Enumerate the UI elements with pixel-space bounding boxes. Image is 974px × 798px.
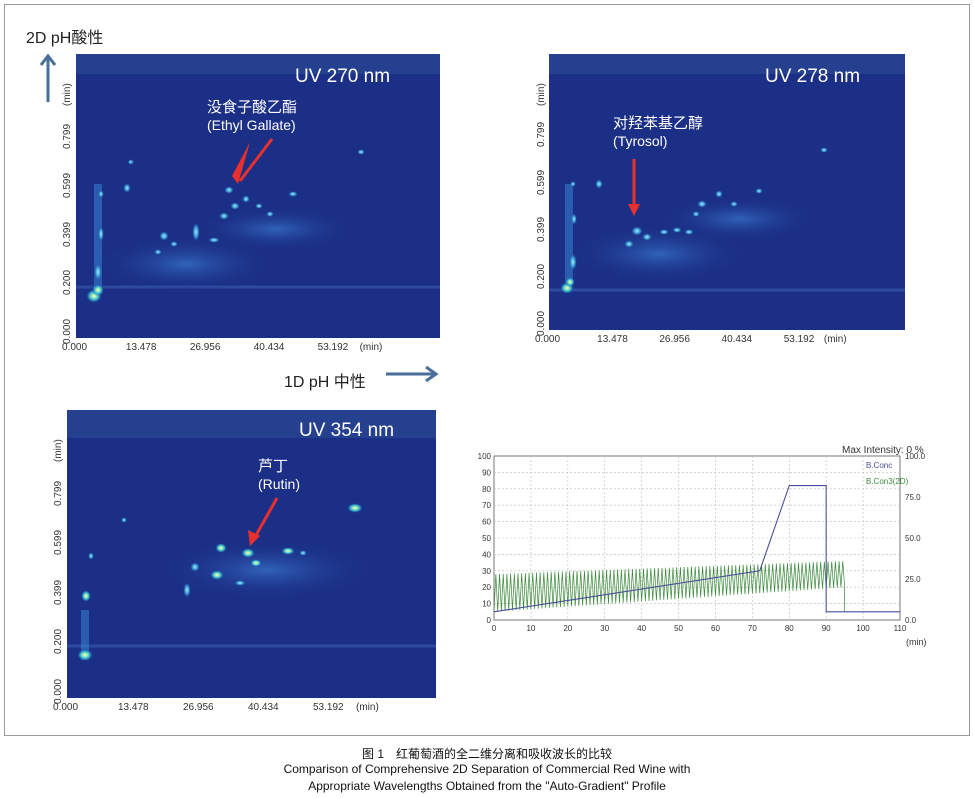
y-tick-label-354: 0.000 bbox=[53, 678, 64, 704]
y-tick-label-278: 0.000 bbox=[536, 310, 547, 336]
x-tick-label: 50 bbox=[674, 624, 683, 633]
y-tick-label-354: 0.399 bbox=[53, 580, 64, 606]
x-tick-label-278: 53.192 bbox=[783, 334, 815, 345]
y-left-tick-label: 80 bbox=[482, 485, 491, 494]
x-tick-label-270: 53.192 bbox=[317, 342, 349, 353]
x-axis-arrow bbox=[386, 365, 439, 383]
y-tick-label-354: 0.200 bbox=[53, 629, 64, 655]
y-left-tick-label: 50 bbox=[482, 534, 491, 543]
compound-en-278: (Tyrosol) bbox=[613, 133, 668, 149]
x-axis-title: 1D pH 中性 bbox=[284, 374, 366, 391]
x-tick-label-278: 0.000 bbox=[535, 334, 561, 345]
x-tick-label-270: 0.000 bbox=[62, 342, 88, 353]
y-left-tick-label: 90 bbox=[482, 468, 491, 477]
y-right-tick-label: 0.0 bbox=[905, 616, 917, 625]
x-tick-label-354: 0.000 bbox=[53, 702, 79, 713]
compound-cn-278: 对羟苯基乙醇 bbox=[613, 115, 704, 132]
compound-cn-270: 没食子酸乙酯 bbox=[207, 99, 298, 116]
y-tick-label-278: 0.399 bbox=[536, 216, 547, 242]
y-right-tick-label: 25.0 bbox=[905, 575, 921, 584]
x-tick-label: 40 bbox=[637, 624, 646, 633]
gradient-svg: 0 10 20 30 40 50 60 70 80 90 100 110 0 10 20 30 40 50 60 70… bbox=[478, 452, 926, 633]
y-tick-label-278: 0.599 bbox=[536, 169, 547, 195]
heatmap-278-spots bbox=[549, 54, 905, 294]
x-tick-label-354: (min) bbox=[356, 702, 379, 713]
x-tick-label-270: 13.478 bbox=[125, 342, 157, 353]
compound-label-278: 对羟苯基乙醇 (Tyrosol) bbox=[613, 112, 703, 149]
caption-en-line2: Appropriate Wavelengths Obtained from th… bbox=[308, 779, 666, 793]
heatmap-354-spots bbox=[67, 410, 436, 661]
y-tick-label-354: (min) bbox=[53, 439, 64, 462]
x-tick-label: 0 bbox=[492, 624, 497, 633]
y-tick-label-270: 0.000 bbox=[62, 318, 73, 344]
figure-frame bbox=[4, 4, 970, 736]
x-tick-label: 100 bbox=[856, 624, 870, 633]
heatmap-panel-270: UV 270 nm 没食子酸乙酯 (Ethyl Gallate) bbox=[76, 54, 440, 338]
x-tick-label: 10 bbox=[526, 624, 535, 633]
series-b-con3-2d bbox=[493, 561, 845, 612]
uv-label-270: UV 270 nm bbox=[295, 66, 391, 87]
y-tick-label-270: 0.399 bbox=[62, 221, 73, 247]
y-right-tick-label: 50.0 bbox=[905, 534, 921, 543]
gradient-profile-chart: 0 10 20 30 40 50 60 70 80 90 100 110 0 10 20 30 40 50 60 70… bbox=[476, 442, 930, 650]
heatmap-270-spots bbox=[76, 54, 440, 303]
y-left-tick-label: 10 bbox=[482, 600, 491, 609]
compound-en-270: (Ethyl Gallate) bbox=[207, 117, 296, 133]
y-left-tick-label: 30 bbox=[482, 567, 491, 576]
x-tick-label: 90 bbox=[822, 624, 831, 633]
max-intensity-label: Max Intensity: 0 % bbox=[842, 445, 924, 456]
y-axis-title: 2D pH酸性 bbox=[26, 30, 104, 47]
y-left-tick-label: 20 bbox=[482, 583, 491, 592]
y-tick-label-270: 0.599 bbox=[62, 172, 73, 198]
caption-cn: 图 1 红葡萄酒的全二维分离和吸收波长的比较 bbox=[361, 747, 612, 761]
y-tick-label-278: 0.799 bbox=[536, 122, 547, 148]
compound-cn-354: 芦丁 bbox=[258, 458, 289, 475]
y-tick-label-278: 0.200 bbox=[536, 263, 547, 289]
x-tick-label-270: 26.956 bbox=[189, 342, 221, 353]
y-axis-arrow bbox=[39, 53, 57, 102]
x-tick-label: 60 bbox=[711, 624, 720, 633]
legend-con3: B.Con3(2D) bbox=[866, 477, 909, 486]
y-tick-label-270: 0.200 bbox=[62, 270, 73, 296]
x-tick-label-278: 40.434 bbox=[721, 334, 753, 345]
y-right-tick-label: 100.0 bbox=[905, 452, 926, 461]
heatmap-panel-278: UV 278 nm 对羟苯基乙醇 (Tyrosol) bbox=[549, 54, 905, 330]
x-tick-label-354: 40.434 bbox=[248, 702, 279, 713]
uv-label-278: UV 278 nm bbox=[765, 66, 861, 87]
x-tick-label-354: 26.956 bbox=[183, 702, 214, 713]
x-tick-label: 20 bbox=[563, 624, 572, 633]
x-unit-label: (min) bbox=[906, 637, 927, 647]
legend-conc: B.Conc bbox=[866, 461, 893, 470]
y-right-tick-label: 75.0 bbox=[905, 493, 921, 502]
compound-en-354: (Rutin) bbox=[258, 476, 301, 492]
y-left-tick-label: 40 bbox=[482, 550, 491, 559]
y-left-tick-label: 100 bbox=[478, 452, 492, 461]
y-tick-label-278: (min) bbox=[536, 83, 547, 106]
caption-en-line1: Comparison of Comprehensive 2D Separatio… bbox=[283, 762, 691, 776]
uv-label-354: UV 354 nm bbox=[299, 420, 395, 441]
x-tick-label: 70 bbox=[748, 624, 757, 633]
x-tick-label-278: (min) bbox=[823, 334, 847, 345]
y-tick-label-354: 0.799 bbox=[53, 480, 64, 506]
y-tick-label-354: 0.599 bbox=[53, 530, 64, 556]
series-b-conc bbox=[493, 484, 900, 613]
x-tick-label-270: (min) bbox=[359, 342, 383, 353]
x-tick-label: 30 bbox=[600, 624, 609, 633]
x-tick-label-354: 53.192 bbox=[313, 702, 344, 713]
x-tick-label: 110 bbox=[894, 624, 907, 633]
y-tick-label-270: 0.799 bbox=[62, 124, 73, 150]
x-tick-label-270: 40.434 bbox=[253, 342, 285, 353]
y-tick-label-270: (min) bbox=[62, 83, 73, 106]
compound-label-354: 芦丁 (Rutin) bbox=[258, 455, 300, 492]
y-left-tick-label: 70 bbox=[482, 501, 491, 510]
x-tick-label-278: 26.956 bbox=[659, 334, 690, 345]
compound-label-270: 没食子酸乙酯 (Ethyl Gallate) bbox=[207, 96, 297, 133]
y-left-tick-label: 0 bbox=[487, 616, 492, 625]
heatmap-panel-354: UV 354 nm 芦丁 (Rutin) bbox=[67, 410, 436, 698]
y-left-tick-label: 60 bbox=[482, 518, 491, 527]
x-tick-label: 80 bbox=[785, 624, 794, 633]
x-tick-label-278: 13.478 bbox=[597, 334, 628, 345]
x-tick-label-354: 13.478 bbox=[118, 702, 149, 713]
